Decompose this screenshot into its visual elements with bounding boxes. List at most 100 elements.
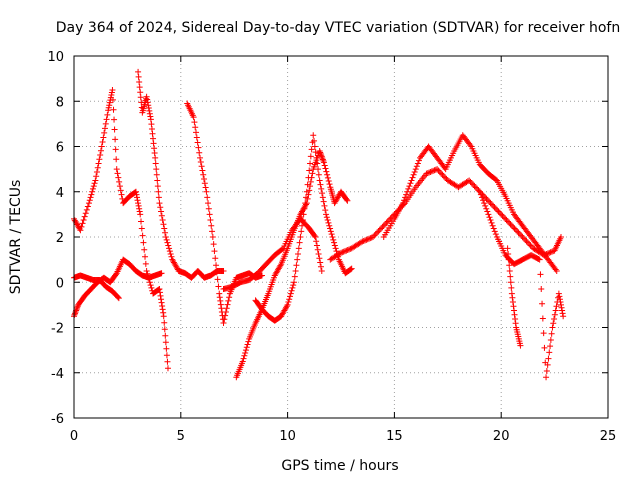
data-point bbox=[111, 116, 118, 123]
data-point bbox=[154, 177, 161, 184]
data-point bbox=[555, 290, 562, 297]
data-point bbox=[317, 259, 324, 266]
data-point bbox=[213, 262, 220, 269]
data-point bbox=[144, 96, 151, 103]
data-point bbox=[101, 129, 108, 136]
data-point bbox=[163, 236, 170, 243]
data-point bbox=[438, 170, 445, 177]
data-point bbox=[110, 106, 117, 113]
data-point bbox=[91, 180, 98, 187]
data-point bbox=[559, 307, 566, 314]
y-tick-label: 4 bbox=[56, 186, 64, 201]
data-point bbox=[153, 166, 160, 173]
data-point bbox=[321, 162, 328, 169]
data-point bbox=[145, 102, 152, 109]
data-point bbox=[144, 99, 151, 106]
data-point bbox=[77, 227, 84, 234]
data-point bbox=[313, 242, 320, 249]
data-point bbox=[489, 222, 496, 229]
data-point bbox=[511, 225, 518, 232]
data-point bbox=[291, 279, 298, 286]
data-point bbox=[287, 293, 294, 300]
data-point bbox=[495, 208, 502, 215]
data-point bbox=[303, 201, 310, 208]
data-point bbox=[470, 181, 477, 188]
data-point bbox=[347, 245, 354, 252]
data-point bbox=[137, 94, 144, 101]
data-point bbox=[74, 303, 81, 310]
data-point bbox=[211, 248, 218, 255]
series-sat-e bbox=[184, 100, 265, 326]
data-point bbox=[118, 191, 125, 198]
data-point bbox=[320, 159, 327, 166]
data-point bbox=[520, 235, 527, 242]
data-point bbox=[536, 256, 543, 263]
y-axis-label: SDTVAR / TECUs bbox=[8, 180, 24, 295]
data-point bbox=[159, 217, 166, 224]
data-point bbox=[197, 154, 204, 161]
data-point bbox=[295, 250, 302, 257]
data-point bbox=[142, 253, 149, 260]
data-point bbox=[519, 234, 526, 240]
data-point bbox=[492, 205, 499, 212]
data-point bbox=[162, 339, 169, 346]
data-point bbox=[139, 232, 146, 239]
data-point bbox=[93, 168, 100, 175]
data-point bbox=[539, 300, 546, 307]
data-point bbox=[486, 214, 493, 221]
data-point bbox=[491, 228, 498, 235]
y-tick-label: -6 bbox=[51, 412, 64, 427]
data-point bbox=[193, 129, 200, 136]
data-point bbox=[163, 345, 170, 352]
data-point bbox=[216, 290, 223, 297]
x-tick-label: 10 bbox=[279, 429, 296, 444]
data-point bbox=[111, 126, 118, 133]
data-point bbox=[374, 229, 381, 236]
data-point bbox=[325, 178, 332, 185]
data-point bbox=[105, 107, 112, 114]
data-point bbox=[399, 200, 406, 207]
data-point bbox=[512, 320, 519, 327]
data-point bbox=[164, 358, 171, 365]
data-point bbox=[197, 159, 204, 166]
data-point bbox=[161, 319, 168, 326]
data-point bbox=[220, 319, 227, 326]
data-point bbox=[318, 185, 325, 192]
data-point bbox=[299, 217, 306, 224]
data-point bbox=[526, 241, 533, 248]
data-point bbox=[159, 303, 166, 310]
data-point bbox=[136, 79, 143, 86]
data-point bbox=[540, 330, 547, 337]
data-point bbox=[367, 235, 374, 242]
data-point bbox=[71, 311, 78, 318]
data-point bbox=[317, 263, 324, 270]
data-point bbox=[500, 214, 507, 221]
data-point bbox=[330, 236, 337, 243]
data-point bbox=[378, 225, 385, 232]
y-tick-label: 6 bbox=[56, 141, 64, 156]
data-point bbox=[112, 136, 119, 143]
series-sat-d bbox=[135, 68, 227, 281]
data-point bbox=[311, 137, 318, 144]
data-point bbox=[83, 206, 90, 213]
data-point bbox=[314, 160, 321, 167]
data-point bbox=[344, 197, 351, 204]
data-point bbox=[158, 296, 165, 303]
data-point bbox=[363, 236, 370, 243]
x-tick-label: 25 bbox=[600, 429, 617, 444]
data-point bbox=[488, 201, 495, 208]
data-point bbox=[488, 219, 495, 226]
data-point bbox=[222, 312, 229, 319]
data-point bbox=[557, 299, 564, 306]
data-point bbox=[486, 198, 493, 205]
data-point bbox=[315, 250, 322, 257]
data-point bbox=[505, 256, 512, 263]
data-point bbox=[364, 236, 371, 243]
data-point bbox=[331, 242, 338, 249]
data-point bbox=[284, 301, 291, 308]
data-point bbox=[108, 89, 115, 96]
data-point bbox=[195, 144, 202, 151]
data-point bbox=[346, 246, 353, 253]
data-point bbox=[159, 306, 166, 313]
